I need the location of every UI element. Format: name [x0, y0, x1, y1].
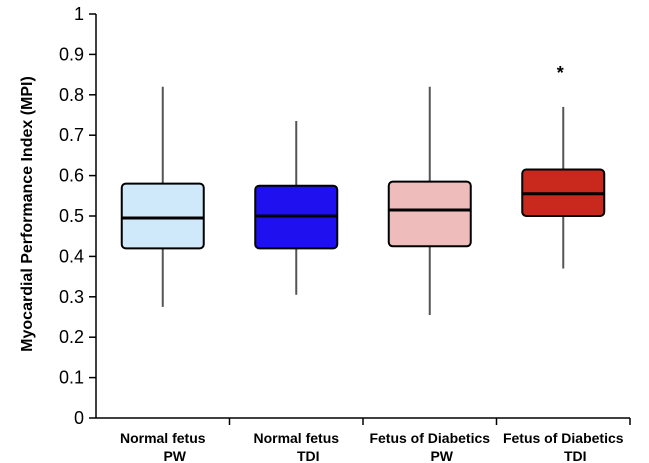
y-tick-label: 0.4 — [59, 246, 84, 266]
y-tick-label: 0.2 — [59, 327, 84, 347]
category-label-line1: Normal fetus — [120, 430, 206, 446]
category-label-line2: TDI — [297, 448, 320, 463]
box-body — [387, 180, 472, 248]
category-label-line2: PW — [430, 448, 453, 463]
category-label-line1: Fetus of Diabetics — [503, 430, 624, 446]
y-tick-label: 0.7 — [59, 125, 84, 145]
box-series: * — [120, 63, 606, 315]
significance-marker: * — [557, 63, 564, 83]
y-tick-label: 0.3 — [59, 287, 84, 307]
y-tick-label: 0.1 — [59, 368, 84, 388]
box-body — [120, 182, 205, 250]
box-group — [387, 86, 472, 315]
y-tick-label: 1 — [74, 4, 84, 24]
y-tick-label: 0 — [74, 408, 84, 428]
y-tick-label: 0.6 — [59, 166, 84, 186]
category-label-line2: PW — [163, 448, 186, 463]
box-group: * — [521, 63, 606, 269]
box-group — [254, 121, 339, 295]
y-tick-label: 0.9 — [59, 44, 84, 64]
y-tick-label: 0.5 — [59, 206, 84, 226]
category-labels: Normal fetus PW Normal fetus TDI Fetus of Di… — [120, 430, 624, 463]
y-axis-title: Myocardial Performance Index (MPI) — [19, 76, 36, 352]
box-group — [120, 86, 205, 307]
y-axis: 0 0.1 0.2 0.3 0.4 0.5 0.6 0.7 0.8 0.9 1 — [59, 4, 97, 428]
y-tick-label: 0.8 — [59, 85, 84, 105]
x-axis — [96, 417, 631, 425]
category-label-line1: Normal fetus — [253, 430, 339, 446]
category-label-line1: Fetus of Diabetics — [369, 430, 490, 446]
category-label-line2: TDI — [564, 448, 587, 463]
